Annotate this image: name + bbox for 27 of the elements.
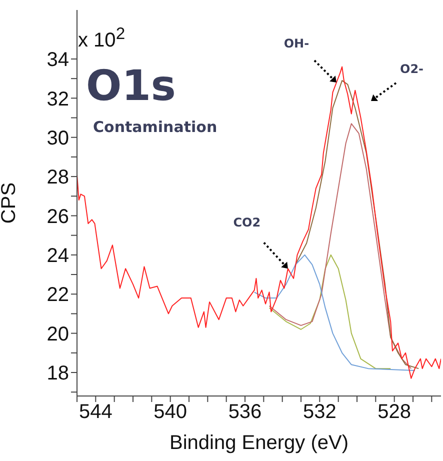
y-tick-label: 28 <box>46 166 69 189</box>
text: O1s <box>86 61 176 110</box>
x-tick-label: 528 <box>378 401 412 424</box>
line-series <box>268 254 392 370</box>
line-series <box>77 66 441 379</box>
annotation: x 10$^{2}$ <box>78 24 126 53</box>
y-tick-label: 32 <box>46 88 69 110</box>
x-tick-label: 544 <box>78 401 112 424</box>
annotation: OH- <box>284 36 310 50</box>
line-series <box>254 254 416 372</box>
y-axis-title: CPS <box>0 182 20 224</box>
x-tick-label: 536 <box>228 401 262 424</box>
y-tick-label: 30 <box>46 127 69 150</box>
y-tick-label: 20 <box>46 323 69 346</box>
x-tick-label: 532 <box>302 401 336 424</box>
annotation: O2- <box>400 62 424 76</box>
line-series <box>268 123 412 370</box>
y-tick-label: 26 <box>46 206 69 228</box>
annotation: CO2 <box>233 216 261 230</box>
y-tick-label: 24 <box>46 245 69 268</box>
y-tick-label: 18 <box>46 362 69 385</box>
x-tick-label: 540 <box>154 401 188 424</box>
x-axis-title: Binding Energy (eV) <box>170 432 348 454</box>
line-series <box>294 80 420 370</box>
text: Contamination <box>93 118 218 136</box>
y-tick-label: 22 <box>46 284 69 306</box>
y-tick-label: 34 <box>46 49 69 72</box>
